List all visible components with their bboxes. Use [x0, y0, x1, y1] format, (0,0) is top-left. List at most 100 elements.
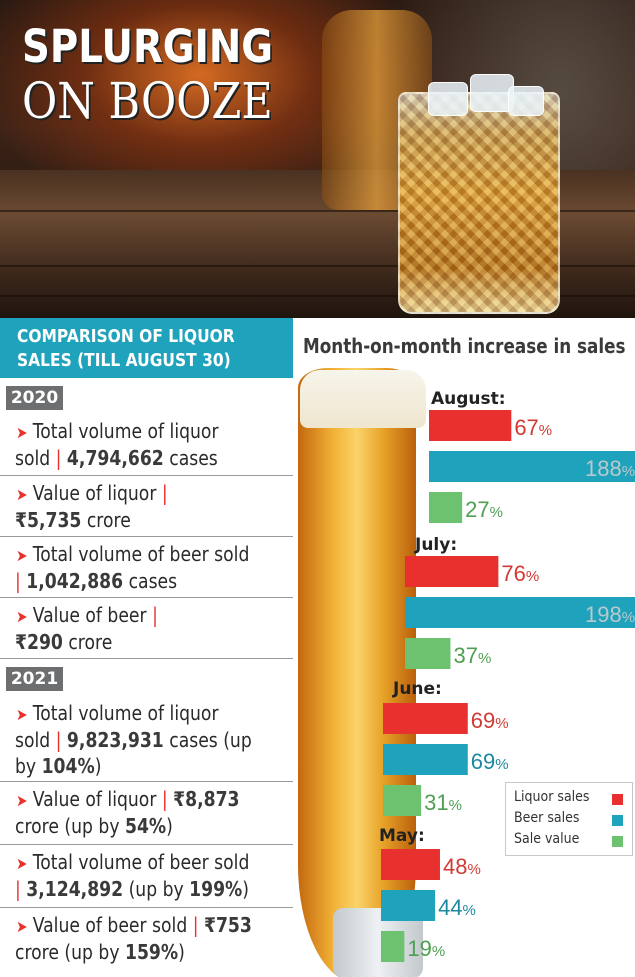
- month-label: July:: [414, 535, 457, 555]
- stat-item: ➤ Value of liquor | ₹8,873 crore (up by 5…: [0, 782, 293, 845]
- stat-item: ➤ Value of liquor | ₹5,735 crore: [0, 476, 293, 537]
- legend-label: Liquor sales: [514, 789, 590, 805]
- stat-label: Total volume of liquor: [32, 701, 219, 725]
- stat-paren: ): [94, 754, 102, 778]
- bar-sale-value: [429, 492, 463, 523]
- legend-swatch: [612, 794, 623, 805]
- stat-paren: ): [178, 940, 185, 964]
- stat-item: ➤ Total volume of beer sold | 3,124,892 (…: [0, 845, 293, 908]
- stat-item: ➤ Total volume of liquor sold | 9,823,931…: [0, 694, 293, 782]
- data-label: 37%: [453, 643, 491, 668]
- stat-unit: cases: [169, 446, 218, 470]
- arrow-bullet-icon: ➤: [16, 485, 28, 504]
- data-label: 31%: [424, 790, 462, 815]
- stat-change: 104%: [41, 754, 95, 778]
- legend-item-beer: Beer sales: [514, 810, 626, 831]
- comparison-heading: COMPARISON OF LIQUOR SALES (TILL AUGUST …: [0, 318, 293, 378]
- year-badge-2021: 2021: [6, 667, 63, 691]
- arrow-bullet-icon: ➤: [16, 854, 28, 873]
- rupee-symbol: ₹: [173, 787, 186, 811]
- arrow-bullet-icon: ➤: [16, 917, 28, 936]
- bar-sale-value: [383, 785, 422, 816]
- legend-label: Beer sales: [514, 810, 580, 826]
- chart-panel: Month-on-month increase in sales August:…: [293, 318, 635, 977]
- stat-paren: ): [242, 877, 250, 901]
- rupee-symbol: ₹: [203, 913, 216, 937]
- stat-item: ➤ Value of beer sold | ₹753 crore (up by …: [15, 913, 252, 964]
- rupee-symbol: ₹: [15, 508, 27, 532]
- beer-foam: [300, 370, 426, 428]
- stat-value: 753: [215, 913, 252, 937]
- comparison-heading-line1: COMPARISON OF LIQUOR: [17, 326, 235, 347]
- stat-value: 9,823,931: [66, 728, 164, 752]
- banner-title-line1: SPLURGING: [22, 20, 274, 73]
- stat-change: 199%: [189, 877, 243, 901]
- legend-swatch: [612, 836, 623, 847]
- data-label: 188%: [585, 456, 635, 481]
- arrow-bullet-icon: ➤: [16, 791, 28, 810]
- rupee-symbol: ₹: [15, 630, 27, 654]
- data-label: 198%: [585, 602, 635, 627]
- stat-unit: crore: [68, 630, 113, 654]
- stat-label: crore (up by: [15, 814, 120, 838]
- data-label: 69%: [471, 708, 509, 733]
- data-label: 67%: [514, 415, 552, 440]
- year-badge-2020: 2020: [6, 386, 63, 410]
- stat-unit: crore: [86, 508, 131, 532]
- legend-item-sale-value: Sale value: [514, 831, 626, 852]
- header-banner: SPLURGING ON BOOZE: [0, 0, 635, 318]
- stat-unit: (up by: [128, 877, 184, 901]
- stat-item: ➤ Value of beer | ₹290 crore: [0, 598, 293, 659]
- stat-label: sold: [15, 728, 51, 752]
- data-label: 76%: [501, 561, 539, 586]
- stat-value: 290: [26, 630, 63, 654]
- legend-label: Sale value: [514, 831, 580, 847]
- chart-title: Month-on-month increase in sales: [303, 334, 626, 358]
- stat-value: 1,042,886: [26, 569, 124, 593]
- chart-legend: Liquor sales Beer sales Sale value: [505, 782, 633, 856]
- month-label: June:: [392, 679, 442, 699]
- stat-unit: cases (up: [169, 728, 252, 752]
- arrow-bullet-icon: ➤: [16, 607, 28, 626]
- whisky-glass-image: [398, 74, 560, 314]
- stat-label: sold: [15, 446, 51, 470]
- stat-label: Total volume of beer sold: [32, 542, 250, 566]
- data-label: 69%: [471, 749, 509, 774]
- stat-unit: cases: [128, 569, 178, 593]
- bar-chart: August: 67% 188% 27% July: 76% 198% 37% June: 69%…: [379, 389, 635, 962]
- bar-sale-value: [381, 931, 405, 962]
- stat-value: 3,124,892: [26, 877, 124, 901]
- stat-label: by: [15, 754, 37, 778]
- bar-liquor-sales: [429, 410, 512, 441]
- bar-liquor-sales: [405, 556, 499, 587]
- data-label: 27%: [465, 497, 503, 522]
- stat-value: 4,794,662: [66, 446, 164, 470]
- stat-label: Total volume of liquor: [32, 419, 219, 443]
- legend-swatch: [612, 815, 623, 826]
- comparison-heading-line2: SALES (TILL AUGUST 30): [17, 350, 231, 371]
- stat-item: ➤ Total volume of beer sold | 1,042,886 c…: [0, 537, 293, 598]
- stat-change: 159%: [124, 940, 179, 964]
- stat-label: Value of liquor: [32, 787, 157, 811]
- bar-beer-sales: [381, 890, 436, 921]
- stat-item: ➤ Total volume of liquor sold | 4,794,662…: [0, 414, 293, 476]
- stat-label: Value of liquor: [32, 481, 157, 505]
- stat-paren: ): [166, 814, 173, 838]
- bar-beer-sales: [405, 597, 635, 628]
- bar-beer-sales: [383, 744, 468, 775]
- stat-label: Value of beer sold: [32, 913, 188, 937]
- data-label: 19%: [407, 936, 445, 961]
- month-label: August:: [431, 389, 506, 409]
- bar-liquor-sales: [381, 849, 440, 880]
- arrow-bullet-icon: ➤: [16, 546, 28, 565]
- stat-label: crore (up by: [15, 940, 120, 964]
- arrow-bullet-icon: ➤: [16, 705, 28, 724]
- arrow-bullet-icon: ➤: [16, 423, 28, 442]
- bar-sale-value: [405, 638, 451, 669]
- stat-value: 5,735: [26, 508, 82, 532]
- legend-item-liquor: Liquor sales: [514, 789, 626, 810]
- bar-beer-sales: [429, 451, 635, 482]
- stat-label: Value of beer: [32, 603, 147, 627]
- data-label: 44%: [438, 895, 476, 920]
- stat-label: Total volume of beer sold: [32, 850, 250, 874]
